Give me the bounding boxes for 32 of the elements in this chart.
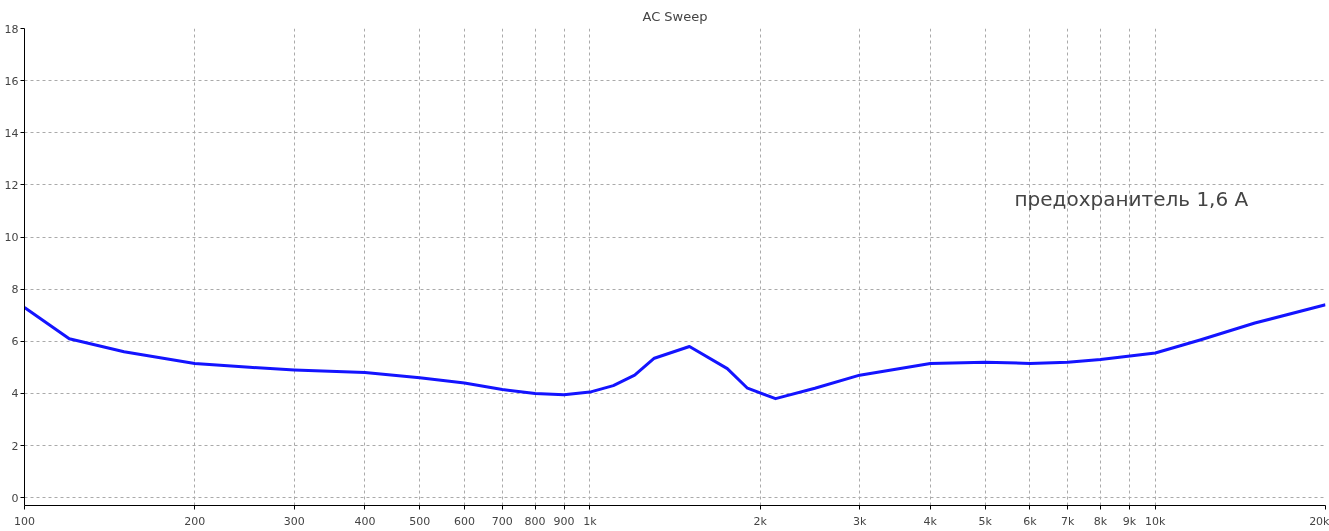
y-tick-label: 2 <box>11 439 19 453</box>
y-tick-label: 4 <box>11 387 19 401</box>
y-tick-label: 14 <box>4 126 19 140</box>
annotation: предохранитель 1,6 A <box>1014 186 1249 211</box>
x-tick-label: 700 <box>491 514 513 528</box>
x-tick-label: 600 <box>453 514 475 528</box>
x-tick-label: 9k <box>1122 514 1137 528</box>
y-tick-label: 12 <box>4 178 19 192</box>
y-tick-label: 6 <box>11 335 19 349</box>
x-tick-label: 8k <box>1093 514 1108 528</box>
x-tick-label: 200 <box>184 514 206 528</box>
x-tick-label: 300 <box>283 514 305 528</box>
y-tick-label: 18 <box>4 22 19 36</box>
y-tick-label: 10 <box>4 231 19 245</box>
x-tick-label: 4k <box>923 514 938 528</box>
chart-title: AC Sweep <box>642 8 708 24</box>
x-tick-label: 400 <box>354 514 376 528</box>
x-tick-label: 1k <box>583 514 598 528</box>
x-tick-label: 800 <box>524 514 546 528</box>
x-tick-label: 7k <box>1061 514 1076 528</box>
x-tick-label: 500 <box>409 514 431 528</box>
x-tick-label: 900 <box>553 514 575 528</box>
x-tick-label: 2k <box>753 514 768 528</box>
x-tick-label: 3k <box>852 514 867 528</box>
x-tick-label: 100 <box>14 514 35 528</box>
y-tick-label: 16 <box>4 74 19 88</box>
y-tick-label: 8 <box>11 283 19 297</box>
x-tick-label: 20k <box>1309 514 1329 528</box>
x-tick-label: 5k <box>978 514 993 528</box>
x-tick-label: 6k <box>1023 514 1038 528</box>
y-tick-label: 0 <box>11 491 19 505</box>
x-tick-label: 10k <box>1145 514 1167 528</box>
